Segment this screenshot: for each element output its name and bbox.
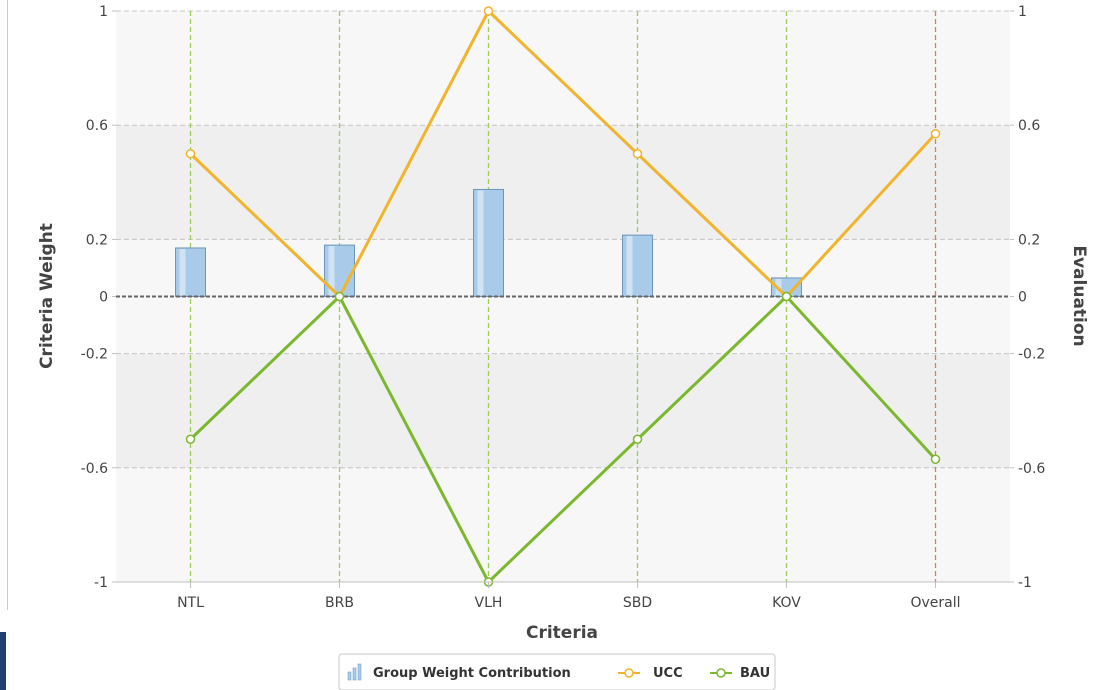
x-axis-ticks: NTL BRB VLH SBD KOV Overall bbox=[177, 582, 961, 611]
bar-chart-icon-tall bbox=[357, 663, 362, 681]
right-axis-title: Evaluation bbox=[1069, 245, 1089, 346]
bau-line bbox=[189, 295, 937, 584]
right-axis-ticks: -1 -0.6 -0.2 0 0.2 0.6 1 bbox=[1010, 4, 1045, 591]
bau-point-kov bbox=[781, 291, 792, 302]
y2-tick-label: 0 bbox=[1018, 290, 1027, 306]
plot-band-lower bbox=[116, 353, 1010, 468]
bau-marker-icon bbox=[716, 668, 726, 678]
line-series bbox=[185, 6, 941, 587]
y-tick-label: -0.6 bbox=[81, 461, 108, 477]
y2-tick-label: 0.2 bbox=[1018, 232, 1040, 248]
ucc-point-ntl bbox=[185, 149, 196, 159]
x-tick-label-sbd: SBD bbox=[623, 595, 652, 611]
left-panel-border bbox=[7, 0, 8, 610]
bar-highlight-ntl bbox=[179, 248, 186, 296]
bau-point-brb bbox=[334, 291, 345, 302]
left-panel-accent bbox=[0, 632, 6, 690]
y-tick-label: 0 bbox=[99, 290, 108, 306]
legend-label-ucc: UCC bbox=[653, 666, 683, 681]
y2-tick-label: 0.6 bbox=[1018, 118, 1040, 134]
left-axis-ticks: -1 -0.6 -0.2 0 0.2 0.6 1 bbox=[81, 4, 116, 591]
category-gridlines bbox=[189, 11, 937, 582]
bau-point-overall bbox=[930, 454, 941, 464]
left-axis-title: Criteria Weight bbox=[37, 223, 57, 369]
legend-label-group-weight: Group Weight Contribution bbox=[373, 666, 571, 681]
y2-tick-label: 1 bbox=[1018, 4, 1027, 20]
bar-highlight-sbd bbox=[626, 236, 633, 296]
bar-chart-icon-mid bbox=[352, 667, 357, 681]
y-tick-label: -1 bbox=[94, 575, 108, 591]
legend-item-bau[interactable]: BAU bbox=[710, 666, 770, 681]
legend-box bbox=[338, 653, 776, 690]
y-tick-label: 1 bbox=[99, 4, 108, 20]
x-tick-label-vlh: VLH bbox=[475, 595, 503, 611]
legend-item-ucc[interactable]: UCC bbox=[618, 666, 683, 681]
ucc-point-sbd bbox=[632, 149, 643, 159]
bau-point-ntl bbox=[185, 434, 196, 444]
ucc-point-vlh bbox=[483, 6, 494, 16]
y2-tick-label: -0.6 bbox=[1018, 461, 1045, 477]
x-tick-label-brb: BRB bbox=[325, 595, 354, 611]
bar-chart-icon bbox=[347, 671, 352, 681]
bar-highlight-brb bbox=[328, 246, 335, 296]
x-axis-title: Criteria bbox=[526, 623, 598, 643]
y-tick-label: 0.2 bbox=[86, 232, 108, 248]
y2-tick-label: -1 bbox=[1018, 575, 1032, 591]
ucc-point-overall bbox=[930, 129, 941, 139]
legend-label-bau: BAU bbox=[740, 666, 770, 681]
y-tick-label: 0.6 bbox=[86, 118, 108, 134]
bar-series bbox=[175, 188, 802, 298]
plot-band-upper bbox=[116, 125, 1010, 240]
legend: Group Weight Contribution UCC BAU bbox=[338, 653, 776, 690]
bar-highlight-vlh bbox=[477, 190, 484, 296]
ucc-marker-icon bbox=[624, 668, 634, 678]
x-tick-label-overall: Overall bbox=[910, 595, 960, 611]
x-tick-label-kov: KOV bbox=[772, 595, 801, 611]
x-tick-label-ntl: NTL bbox=[177, 595, 204, 611]
y2-tick-label: -0.2 bbox=[1018, 347, 1045, 363]
y-tick-label: -0.2 bbox=[81, 347, 108, 363]
ucc-line bbox=[189, 9, 937, 298]
legend-item-group-weight[interactable]: Group Weight Contribution bbox=[347, 663, 571, 681]
bau-point-sbd bbox=[632, 434, 643, 444]
